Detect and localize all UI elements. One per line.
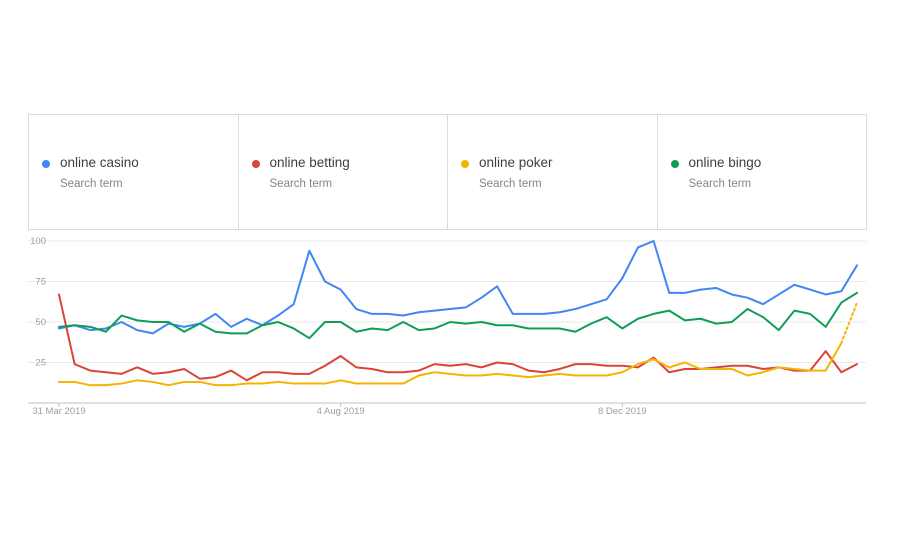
series-line-online-poker bbox=[58, 342, 843, 387]
x-tick-label: 4 Aug 2019 bbox=[317, 406, 365, 417]
y-tick-label: 100 bbox=[30, 236, 46, 247]
legend-term: online bingo bbox=[688, 155, 762, 170]
y-tick-label: 25 bbox=[35, 358, 46, 369]
legend-item-online-betting[interactable]: online betting Search term bbox=[239, 115, 448, 229]
legend-item-online-casino[interactable]: online casino Search term bbox=[28, 115, 239, 229]
y-tick-label: 50 bbox=[35, 317, 46, 328]
x-tick-label: 8 Dec 2019 bbox=[598, 406, 647, 417]
series-line-online-betting bbox=[58, 293, 858, 382]
legend-subtitle: Search term bbox=[60, 178, 123, 190]
series-partial-line-online-poker bbox=[840, 301, 858, 345]
series-dot-icon bbox=[461, 160, 469, 168]
legend-subtitle: Search term bbox=[688, 178, 752, 190]
series-dot-icon bbox=[670, 160, 679, 168]
legend-panel: online casino Search term online betting… bbox=[28, 114, 867, 230]
x-tick-label: 31 Mar 2019 bbox=[32, 406, 85, 417]
series-line-online-casino bbox=[58, 240, 858, 335]
legend-term: online casino bbox=[60, 155, 139, 170]
legend-subtitle: Search term bbox=[479, 178, 542, 190]
legend-term: online poker bbox=[479, 155, 553, 170]
series-dot-icon bbox=[42, 160, 50, 168]
series-dot-icon bbox=[251, 160, 260, 168]
legend-item-online-poker[interactable]: online poker Search term bbox=[448, 115, 658, 229]
legend-term: online betting bbox=[269, 155, 350, 170]
legend-subtitle: Search term bbox=[269, 178, 333, 190]
y-tick-label: 75 bbox=[35, 277, 46, 288]
legend-item-online-bingo[interactable]: online bingo Search term bbox=[658, 115, 867, 229]
series-line-online-bingo bbox=[58, 291, 858, 340]
